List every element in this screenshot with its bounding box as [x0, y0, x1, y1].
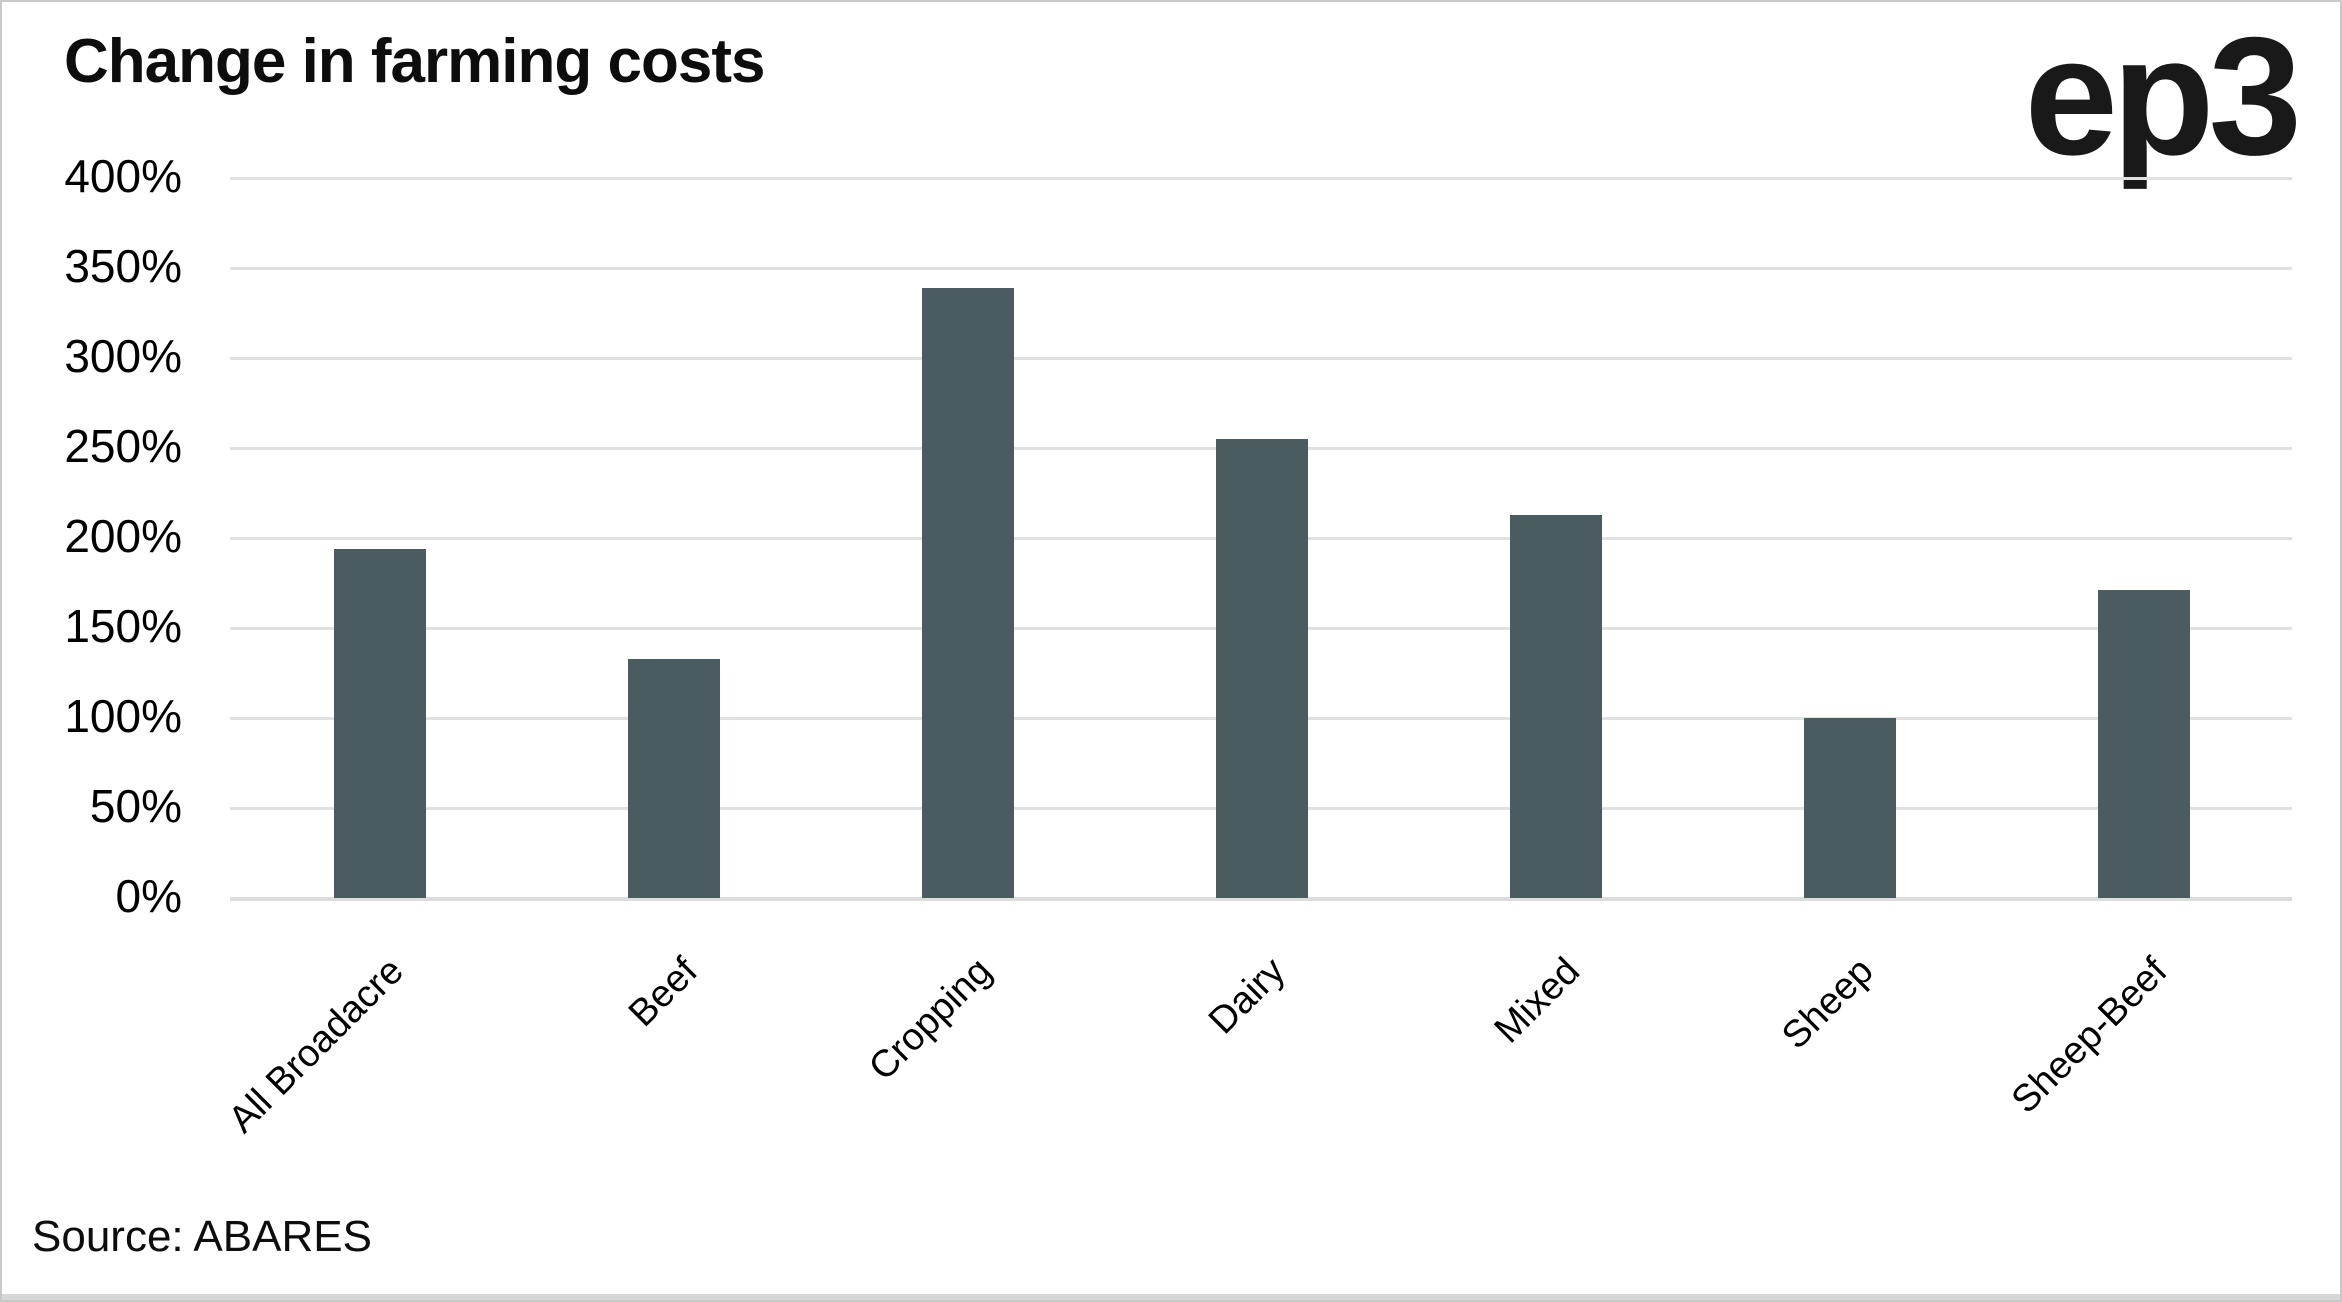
- x-axis-tick-label-cropping: Cropping: [860, 950, 1000, 1089]
- y-axis-tick-label-300: 300%: [64, 330, 182, 382]
- y-axis-tick-label-400: 400%: [64, 150, 182, 202]
- bar-beef: [628, 658, 720, 898]
- x-axis-tick-label-sheep-beef: Sheep-Beef: [2004, 950, 2176, 1122]
- source-note: Source: ABARES: [32, 1212, 372, 1261]
- bottom-edge-strip: [2, 1294, 2340, 1300]
- y-axis-tick-label-150: 150%: [64, 600, 182, 652]
- chart-title: Change in farming costs: [64, 27, 765, 96]
- gridline-300: [230, 357, 2292, 360]
- x-axis-tick-label-sheep: Sheep: [1774, 950, 1882, 1058]
- gridline-350: [230, 267, 2292, 270]
- y-axis-tick-label-200: 200%: [64, 510, 182, 562]
- ep3-logo: ep3: [2024, 2, 2302, 190]
- x-axis-tick-label-dairy: Dairy: [1201, 950, 1294, 1043]
- y-axis-tick-label-250: 250%: [64, 420, 182, 472]
- x-axis-tick-label-mixed: Mixed: [1486, 950, 1588, 1052]
- gridline-0: [230, 897, 2292, 901]
- y-axis-tick-label-350: 350%: [64, 240, 182, 292]
- x-axis-tick-label-all-broadacre: All Broadacre: [220, 950, 412, 1142]
- bar-sheep-beef: [2098, 590, 2190, 898]
- y-axis-tick-label-100: 100%: [64, 690, 182, 742]
- y-axis-tick-label-0: 0%: [115, 870, 182, 922]
- bar-all-broadacre: [334, 548, 426, 898]
- bar-mixed: [1510, 514, 1602, 898]
- bar-sheep: [1804, 718, 1896, 898]
- gridline-400: [230, 177, 2292, 180]
- bar-dairy: [1216, 439, 1308, 898]
- y-axis-tick-label-50: 50%: [89, 780, 182, 832]
- bar-cropping: [922, 287, 1014, 898]
- x-axis-tick-label-beef: Beef: [620, 950, 706, 1035]
